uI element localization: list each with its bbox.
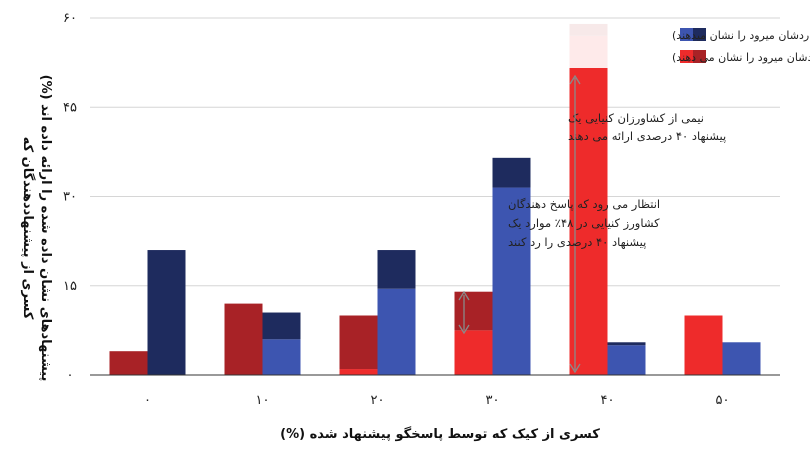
annotation-rejection-line3: پیشنهاد ۴۰ درصدی را رد کنند bbox=[508, 235, 646, 250]
y-tick-label: ۳۰ bbox=[63, 190, 77, 205]
bar-farmers-rejected bbox=[339, 315, 378, 370]
x-tick-label: ۵۰ bbox=[716, 393, 730, 408]
legend-label-students: دانشجویان، دانشگاه اموری (امریکا) (سایه … bbox=[672, 29, 810, 42]
annotation-half-farmers-arrowhead-bottom bbox=[569, 363, 581, 374]
bar-farmers-rejected bbox=[224, 303, 263, 375]
bar-students-rejected bbox=[147, 250, 186, 375]
y-axis-label-line2: پیشنهادهای نشان داده شده را ارائه داده ا… bbox=[38, 75, 53, 382]
y-tick-label: ۰ bbox=[67, 368, 74, 383]
bar-students-accepted bbox=[607, 345, 646, 375]
bar-students-accepted bbox=[722, 342, 761, 375]
annotation-half-farmers-line1: نیمی از کشاورزان کنیایی یک bbox=[568, 111, 704, 126]
legend-box bbox=[100, 22, 710, 68]
y-axis-label-line1: کسری از پیشنهاددهندگان که bbox=[20, 137, 36, 320]
gridlines bbox=[90, 17, 780, 287]
x-tick-labels: ۰ ۱۰ ۲۰ ۳۰ ۴۰ ۵۰ bbox=[144, 393, 729, 408]
y-tick-labels: ۰ ۱۵ ۳۰ ۴۵ ۶۰ bbox=[63, 11, 77, 383]
legend-label-farmers: کشاورزان (کنیا) (سایه های تیره تر نسبت پ… bbox=[672, 51, 810, 64]
y-tick-label: ۴۵ bbox=[63, 100, 77, 115]
annotation-half-farmers: نیمی از کشاورزان کنیایی یک پیشنهاد ۴۰ در… bbox=[568, 74, 726, 374]
bar-students-rejected bbox=[262, 312, 301, 340]
legend-swatch-red-light bbox=[680, 50, 693, 63]
y-tick-label: ۶۰ bbox=[63, 11, 77, 26]
bar-farmers-accepted bbox=[569, 35, 608, 375]
y-tick-label: ۱۵ bbox=[63, 279, 77, 294]
legend: دانشجویان، دانشگاه اموری (امریکا) (سایه … bbox=[100, 22, 810, 68]
bar-students-accepted bbox=[262, 339, 301, 375]
x-tick-label: ۱۰ bbox=[256, 393, 270, 408]
bar-farmers-accepted bbox=[339, 369, 378, 375]
annotation-rejection-line2: کشاورز کنیایی در ۴۸٪ موارد یک bbox=[508, 216, 660, 231]
x-tick-label: ۰ bbox=[144, 393, 151, 408]
bar-students-accepted bbox=[492, 187, 531, 375]
bar-students-accepted bbox=[377, 288, 416, 375]
annotation-rejection-arrowhead-bottom bbox=[458, 324, 470, 335]
bar-farmers-rejected bbox=[109, 351, 148, 375]
annotation-rejection-line1: انتظار می رود که پاسخ دهندگان bbox=[508, 197, 660, 212]
bar-students-rejected bbox=[377, 250, 416, 289]
bar-farmers-accepted bbox=[684, 315, 723, 375]
legend-swatch-blue-dark bbox=[693, 28, 706, 41]
annotation-half-farmers-arrowhead-top bbox=[569, 74, 581, 85]
x-tick-label: ۲۰ bbox=[371, 393, 385, 408]
bar-students-rejected bbox=[607, 342, 646, 346]
x-axis-label: کسری از کیک که توسط پاسخگو پیشنهاد شده (… bbox=[280, 426, 600, 442]
annotation-half-farmers-line2: پیشنهاد ۴۰ درصدی ارائه می دهند bbox=[568, 129, 726, 144]
legend-swatch-blue-light bbox=[680, 28, 693, 41]
bar-students-rejected bbox=[492, 157, 531, 188]
bars bbox=[109, 23, 761, 375]
x-tick-label: ۳۰ bbox=[486, 393, 500, 408]
x-tick-label: ۴۰ bbox=[601, 393, 615, 408]
annotation-rejection: انتظار می رود که پاسخ دهندگان کشاورز کنی… bbox=[458, 197, 660, 335]
annotation-rejection-arrowhead-top bbox=[458, 290, 470, 301]
bar-farmers-accepted bbox=[454, 330, 493, 375]
legend-swatch-red-dark bbox=[693, 50, 706, 63]
